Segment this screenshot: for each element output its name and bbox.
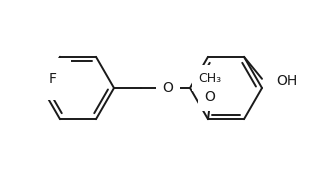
Text: CH₃: CH₃: [198, 72, 221, 85]
Text: O: O: [204, 90, 215, 104]
Text: F: F: [49, 72, 57, 86]
Text: OH: OH: [276, 74, 297, 88]
Text: O: O: [162, 81, 173, 95]
